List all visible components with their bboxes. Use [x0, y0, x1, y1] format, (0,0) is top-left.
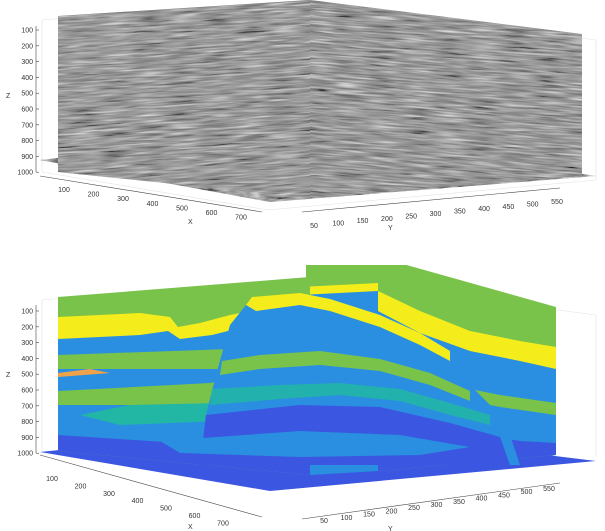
- y-tick-label: 500: [521, 489, 533, 496]
- axis-lines: [35, 26, 561, 213]
- x-tick-label: 700: [217, 520, 229, 527]
- z-tick-label: 400: [21, 75, 33, 82]
- y-tick-label: 200: [386, 508, 398, 515]
- z-tick-label: 600: [21, 107, 33, 114]
- y-axis-label: Y: [388, 526, 393, 531]
- z-tick-label: 500: [21, 91, 33, 98]
- seismic-crossline-section: [310, 0, 582, 198]
- y-tick-label: 550: [551, 199, 563, 206]
- z-tick-label: 1000: [17, 170, 33, 177]
- z-tick-label: 700: [21, 122, 33, 129]
- y-axis-ticks: 50 100 150 200 250 300 350 400 450 500 550: [320, 486, 555, 525]
- facies-dome-sand: [246, 293, 450, 361]
- y-tick-label: 400: [476, 496, 488, 503]
- x-tick-label: 500: [160, 506, 172, 513]
- y-tick-label: 400: [478, 206, 490, 213]
- z-tick-label: 300: [21, 340, 33, 347]
- facies-figure: 100 200 300 400 500 600 700 800 900 1000 Z 100 200…: [0, 265, 605, 531]
- x-tick-label: 200: [75, 483, 87, 490]
- facies-dome-layer: [220, 351, 470, 401]
- x-tick-label: 600: [206, 210, 218, 217]
- z-tick-label: 300: [21, 59, 33, 66]
- z-tick-label: 800: [21, 419, 33, 426]
- y-axis-label: Y: [388, 225, 393, 232]
- x-axis-label: X: [188, 219, 193, 226]
- z-tick-label: 900: [21, 154, 33, 161]
- y-tick-label: 100: [341, 515, 353, 522]
- z-tick-label: 400: [21, 356, 33, 363]
- facies-crossline-sand: [378, 291, 556, 369]
- y-tick-label: 350: [453, 499, 465, 506]
- y-tick-label: 50: [320, 518, 328, 525]
- y-tick-label: 150: [357, 218, 369, 225]
- z-tick-label: 1000: [17, 451, 33, 458]
- x-tick-label: 200: [88, 192, 100, 199]
- axis-lines: [35, 305, 561, 520]
- y-axis-ticks: 50 100 150 200 250 300 350 400 450 500 550: [310, 199, 563, 230]
- y-tick-label: 50: [310, 223, 318, 230]
- y-tick-label: 500: [527, 201, 539, 208]
- facies-dome-teal: [210, 383, 490, 425]
- z-axis-label: Z: [6, 372, 11, 379]
- x-axis-label: X: [188, 524, 193, 531]
- z-tick-label: 600: [21, 388, 33, 395]
- x-tick-label: 300: [117, 196, 129, 203]
- x-axis-ticks: 100 200 300 400 500 600 700: [46, 476, 229, 527]
- x-tick-label: 300: [103, 491, 115, 498]
- z-tick-label: 700: [21, 403, 33, 410]
- x-tick-label: 500: [176, 205, 188, 212]
- z-tick-label: 100: [21, 309, 33, 316]
- y-tick-label: 250: [408, 505, 420, 512]
- seismic-inline-section: [58, 0, 310, 198]
- facies-3d-plot: 100 200 300 400 500 600 700 800 900 1000 Z 100 200…: [6, 265, 597, 531]
- x-tick-label: 700: [235, 215, 247, 222]
- seismic-figure: 100 200 300 400 500 600 700 800 900 1000 Z 100 200…: [0, 0, 605, 265]
- z-tick-label: 500: [21, 372, 33, 379]
- y-tick-label: 450: [498, 492, 510, 499]
- seismic-3d-plot: 100 200 300 400 500 600 700 800 900 1000 Z 100 200…: [6, 0, 597, 232]
- x-tick-label: 100: [46, 476, 58, 483]
- z-tick-label: 800: [21, 138, 33, 145]
- z-tick-label: 100: [21, 28, 33, 35]
- facies-deep-lens: [160, 431, 470, 457]
- y-tick-label: 300: [430, 211, 442, 218]
- y-tick-label: 200: [381, 216, 393, 223]
- y-tick-label: 100: [332, 221, 344, 228]
- y-tick-label: 250: [405, 213, 417, 220]
- x-tick-label: 100: [58, 187, 70, 194]
- y-tick-label: 300: [431, 502, 443, 509]
- y-tick-label: 550: [543, 486, 555, 493]
- z-tick-label: 200: [21, 324, 33, 331]
- z-tick-label: 900: [21, 435, 33, 442]
- y-tick-label: 450: [503, 204, 515, 211]
- y-tick-label: 350: [454, 209, 466, 216]
- x-tick-label: 400: [147, 201, 159, 208]
- z-axis-ticks: 100 200 300 400 500 600 700 800 900 1000: [17, 28, 39, 177]
- z-tick-label: 200: [21, 43, 33, 50]
- x-tick-label: 400: [132, 498, 144, 505]
- z-axis-ticks: 100 200 300 400 500 600 700 800 900 1000: [17, 309, 39, 458]
- x-tick-label: 600: [189, 513, 201, 520]
- x-axis-ticks: 100 200 300 400 500 600 700: [58, 187, 247, 222]
- z-axis-label: Z: [6, 93, 11, 100]
- y-tick-label: 150: [363, 512, 375, 519]
